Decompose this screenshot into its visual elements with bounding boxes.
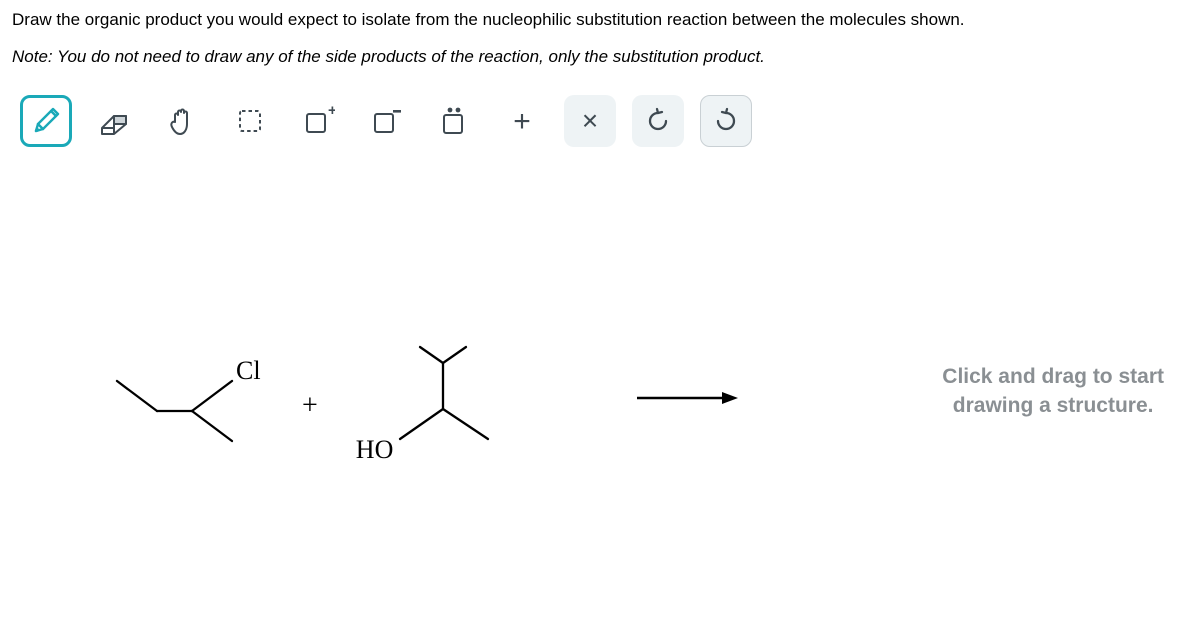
tool-charge-minus[interactable] [352, 91, 420, 151]
molecule-2: HO [348, 341, 528, 471]
charge-plus-icon: + [301, 104, 335, 138]
note-prefix: Note: [12, 47, 53, 66]
canvas-hint-line1: Click and drag to start [942, 363, 1164, 391]
tool-plus-box: + [496, 95, 548, 147]
tool-charge-plus[interactable]: + [284, 91, 352, 151]
question-line1: Draw the organic product you would expec… [12, 10, 965, 29]
tool-times[interactable]: × [556, 91, 624, 151]
marquee-icon [235, 106, 265, 136]
canvas-hint-line2: drawing a structure. [942, 392, 1164, 420]
note-body: You do not need to draw any of the side … [53, 47, 765, 66]
pencil-icon [29, 104, 63, 138]
tool-marquee-box [224, 95, 276, 147]
molecule-1: Cl [92, 346, 272, 466]
tool-lone-pair[interactable] [420, 91, 488, 151]
tool-pencil[interactable] [12, 91, 80, 151]
times-icon: × [582, 101, 598, 142]
tool-plus[interactable]: + [488, 91, 556, 151]
tool-times-box: × [564, 95, 616, 147]
question-note: Note: You do not need to draw any of the… [12, 45, 1188, 70]
reaction-arrow [632, 383, 742, 413]
undo-icon [644, 107, 672, 135]
tool-eraser[interactable] [80, 91, 148, 151]
tool-lone-pair-box [428, 95, 480, 147]
tool-redo[interactable] [692, 91, 760, 151]
canvas-hint: Click and drag to start drawing a struct… [942, 363, 1164, 420]
plus-icon: + [513, 100, 531, 144]
charge-minus-icon [369, 104, 403, 138]
tool-hand-box [156, 95, 208, 147]
molecule-1-cl-label: Cl [236, 352, 261, 390]
drawing-toolbar: + + × [12, 91, 1188, 151]
tool-eraser-box [88, 95, 140, 147]
question-text: Draw the organic product you would expec… [12, 8, 1188, 33]
tool-charge-minus-box [360, 95, 412, 147]
reactants-plus: + [302, 386, 318, 427]
reactants-row: Cl + HO [92, 341, 528, 471]
tool-undo-box [632, 95, 684, 147]
hand-icon [166, 104, 198, 138]
eraser-icon [96, 106, 132, 136]
tool-charge-plus-box: + [292, 95, 344, 147]
tool-undo[interactable] [624, 91, 692, 151]
molecule-2-ho-label: HO [356, 431, 394, 469]
tool-hand[interactable] [148, 91, 216, 151]
tool-redo-box [700, 95, 752, 147]
lone-pair-icon [437, 104, 471, 138]
redo-icon [712, 107, 740, 135]
tool-pencil-box [20, 95, 72, 147]
svg-text:+: + [328, 104, 335, 119]
drawing-canvas[interactable]: Cl + HO Click and drag to start drawing … [12, 171, 1188, 531]
tool-marquee[interactable] [216, 91, 284, 151]
